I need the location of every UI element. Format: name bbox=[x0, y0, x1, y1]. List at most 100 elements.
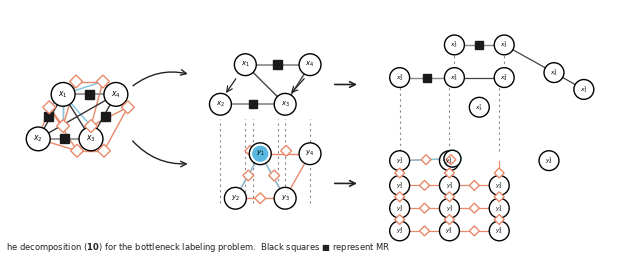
Text: $y_2^4$: $y_2^4$ bbox=[396, 226, 404, 236]
Circle shape bbox=[440, 221, 460, 241]
Polygon shape bbox=[43, 101, 56, 114]
Text: $x_4^1$: $x_4^1$ bbox=[550, 67, 558, 78]
Circle shape bbox=[494, 35, 514, 55]
Polygon shape bbox=[97, 75, 109, 88]
Circle shape bbox=[26, 127, 50, 151]
Circle shape bbox=[390, 176, 410, 195]
Polygon shape bbox=[395, 168, 404, 178]
Polygon shape bbox=[395, 214, 404, 225]
Circle shape bbox=[253, 146, 268, 161]
Polygon shape bbox=[421, 155, 431, 165]
Text: $x_2$: $x_2$ bbox=[33, 134, 43, 144]
Text: $x_4$: $x_4$ bbox=[111, 89, 121, 100]
Text: $y_3^2$: $y_3^2$ bbox=[445, 180, 453, 191]
Text: $x_4$: $x_4$ bbox=[305, 60, 315, 69]
Polygon shape bbox=[255, 193, 266, 204]
Circle shape bbox=[489, 221, 509, 241]
Text: $y_2$: $y_2$ bbox=[231, 194, 240, 203]
Text: $x_3^?$: $x_3^?$ bbox=[476, 102, 483, 113]
Polygon shape bbox=[444, 168, 454, 178]
Text: $y_4^1$: $y_4^1$ bbox=[545, 155, 553, 166]
Circle shape bbox=[390, 198, 410, 218]
Text: $y_4$: $y_4$ bbox=[305, 149, 315, 158]
Text: $y_1$: $y_1$ bbox=[256, 149, 265, 158]
Text: $x_3^2$: $x_3^2$ bbox=[451, 72, 458, 83]
Circle shape bbox=[489, 198, 509, 218]
Circle shape bbox=[390, 221, 410, 241]
Circle shape bbox=[299, 143, 321, 165]
Text: $y_2^1$: $y_2^1$ bbox=[396, 155, 404, 166]
Polygon shape bbox=[494, 192, 504, 202]
Text: $x_3^1$: $x_3^1$ bbox=[500, 40, 508, 50]
Circle shape bbox=[79, 127, 103, 151]
Circle shape bbox=[104, 83, 128, 106]
Text: $y_2^2$: $y_2^2$ bbox=[396, 180, 403, 191]
Polygon shape bbox=[469, 203, 479, 213]
Circle shape bbox=[544, 63, 564, 83]
Circle shape bbox=[444, 150, 461, 167]
Circle shape bbox=[234, 54, 256, 76]
FancyBboxPatch shape bbox=[423, 74, 431, 82]
FancyBboxPatch shape bbox=[476, 41, 483, 49]
Circle shape bbox=[444, 68, 465, 88]
Polygon shape bbox=[122, 101, 134, 114]
Circle shape bbox=[390, 68, 410, 88]
Text: $y_3^3$: $y_3^3$ bbox=[445, 203, 453, 214]
Circle shape bbox=[440, 176, 460, 195]
Text: $y_3^1$: $y_3^1$ bbox=[445, 155, 454, 166]
Text: $x_2^2$: $x_2^2$ bbox=[396, 72, 404, 83]
FancyBboxPatch shape bbox=[85, 90, 94, 99]
Circle shape bbox=[494, 68, 514, 88]
Circle shape bbox=[489, 176, 509, 195]
Circle shape bbox=[440, 198, 460, 218]
Circle shape bbox=[274, 187, 296, 209]
Text: $x_2^1$: $x_2^1$ bbox=[451, 40, 458, 50]
Polygon shape bbox=[70, 144, 84, 157]
Circle shape bbox=[299, 54, 321, 76]
Text: $y_3^4$: $y_3^4$ bbox=[445, 226, 453, 236]
Text: $y_4^3$: $y_4^3$ bbox=[495, 203, 503, 214]
Text: $y_3$: $y_3$ bbox=[280, 194, 290, 203]
Text: $y_2^3$: $y_2^3$ bbox=[396, 203, 404, 214]
Text: $x_3$: $x_3$ bbox=[280, 100, 290, 109]
Polygon shape bbox=[57, 120, 70, 132]
Text: $x_4^2$: $x_4^2$ bbox=[500, 72, 508, 83]
Circle shape bbox=[444, 150, 461, 167]
Polygon shape bbox=[84, 120, 97, 132]
Circle shape bbox=[539, 151, 559, 171]
Text: he decomposition ($\mathbf{10}$) for the bottleneck labeling problem.  Black squ: he decomposition ($\mathbf{10}$) for the… bbox=[6, 241, 390, 254]
Polygon shape bbox=[243, 170, 254, 181]
Polygon shape bbox=[420, 203, 429, 213]
Polygon shape bbox=[444, 192, 454, 202]
Polygon shape bbox=[395, 192, 404, 202]
Text: $x_1$: $x_1$ bbox=[241, 60, 250, 69]
Polygon shape bbox=[494, 168, 504, 178]
Text: $x_2$: $x_2$ bbox=[216, 100, 225, 109]
Polygon shape bbox=[97, 144, 111, 157]
Circle shape bbox=[250, 143, 271, 165]
FancyBboxPatch shape bbox=[101, 112, 110, 121]
Text: $x_1$: $x_1$ bbox=[58, 89, 68, 100]
FancyBboxPatch shape bbox=[60, 134, 69, 143]
Polygon shape bbox=[494, 214, 504, 225]
Circle shape bbox=[444, 35, 465, 55]
FancyBboxPatch shape bbox=[44, 112, 53, 121]
Polygon shape bbox=[469, 226, 479, 236]
Polygon shape bbox=[469, 181, 479, 190]
Polygon shape bbox=[444, 214, 454, 225]
Text: $y_4^4$: $y_4^4$ bbox=[495, 226, 503, 236]
Circle shape bbox=[469, 97, 489, 117]
FancyBboxPatch shape bbox=[248, 100, 257, 109]
Circle shape bbox=[440, 151, 460, 171]
Text: $x_3$: $x_3$ bbox=[86, 134, 96, 144]
Polygon shape bbox=[281, 145, 292, 156]
Circle shape bbox=[274, 93, 296, 115]
Polygon shape bbox=[420, 226, 429, 236]
Text: $y_4^2$: $y_4^2$ bbox=[495, 180, 503, 191]
Polygon shape bbox=[70, 75, 83, 88]
Circle shape bbox=[209, 93, 232, 115]
Circle shape bbox=[390, 151, 410, 171]
Polygon shape bbox=[245, 145, 256, 156]
Text: $x_1^1$: $x_1^1$ bbox=[580, 84, 588, 95]
Polygon shape bbox=[420, 181, 429, 190]
